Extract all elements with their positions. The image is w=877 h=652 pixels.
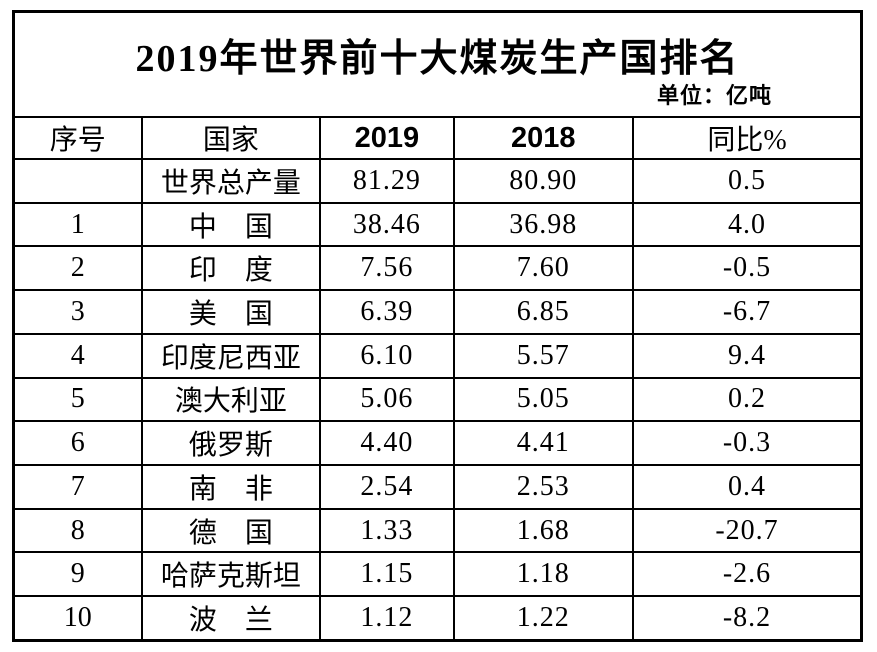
value-2019-cell: 6.10 [319,332,455,379]
value-2019-cell: 81.29 [319,158,455,204]
rank-cell: 1 [15,201,143,248]
value-2018-cell: 2.53 [452,464,634,510]
yoy-cell: -20.7 [631,507,860,554]
rank-cell: 7 [15,464,143,510]
yoy-cell: 9.4 [631,332,860,379]
rank-cell: 6 [15,420,143,467]
page-title: 2019年世界前十大煤炭生产国排名 [135,38,740,80]
value-2018-cell: 80.90 [452,158,634,204]
header-cell-2019: 2019 [319,118,455,160]
value-2018-cell: 7.60 [452,245,634,292]
table-row-australia: 5 澳大利亚 5.06 5.05 0.2 [15,376,860,423]
rank-cell [15,158,143,204]
rank-cell: 8 [15,507,143,554]
value-2018-cell: 5.05 [452,376,634,423]
rank-cell: 5 [15,376,143,423]
table-row-world-total: 世界总产量 81.29 80.90 0.5 [15,158,860,204]
ranking-table: 序号 国家 2019 2018 同比% 世界总产量 81.29 80.90 0.… [15,118,860,639]
header-cell-rank: 序号 [15,118,143,160]
rank-cell: 2 [15,245,143,292]
country-cell: 美 国 [140,289,322,335]
coal-ranking-card: 2019年世界前十大煤炭生产国排名 单位：亿吨 序号 国家 2019 2018 … [12,10,863,642]
value-2018-cell: 4.41 [452,420,634,467]
value-2018-cell: 36.98 [452,201,634,248]
table-row-kazakhstan: 9 哈萨克斯坦 1.15 1.18 -2.6 [15,551,860,598]
country-cell: 印度尼西亚 [140,332,322,379]
value-2019-cell: 4.40 [319,420,455,467]
yoy-cell: -8.2 [631,595,860,639]
table-row-russia: 6 俄罗斯 4.40 4.41 -0.3 [15,420,860,467]
table-row-germany: 8 德 国 1.33 1.68 -20.7 [15,507,860,554]
value-2018-cell: 6.85 [452,289,634,335]
table-row-india: 2 印 度 7.56 7.60 -0.5 [15,245,860,292]
table-row-south-africa: 7 南 非 2.54 2.53 0.4 [15,464,860,510]
value-2018-cell: 1.68 [452,507,634,554]
value-2019-cell: 38.46 [319,201,455,248]
yoy-cell: 0.5 [631,158,860,204]
country-cell: 印 度 [140,245,322,292]
rank-cell: 4 [15,332,143,379]
value-2019-cell: 6.39 [319,289,455,335]
country-cell: 世界总产量 [140,158,322,204]
yoy-cell: -0.5 [631,245,860,292]
yoy-cell: -0.3 [631,420,860,467]
rank-cell: 9 [15,551,143,598]
table-row-usa: 3 美 国 6.39 6.85 -6.7 [15,289,860,335]
table-row-china: 1 中 国 38.46 36.98 4.0 [15,201,860,248]
yoy-cell: 4.0 [631,201,860,248]
yoy-cell: -2.6 [631,551,860,598]
value-2019-cell: 7.56 [319,245,455,292]
table-row-indonesia: 4 印度尼西亚 6.10 5.57 9.4 [15,332,860,379]
title-block: 2019年世界前十大煤炭生产国排名 单位：亿吨 [15,13,860,118]
value-2018-cell: 1.22 [452,595,634,639]
country-cell: 波 兰 [140,595,322,639]
header-cell-yoy: 同比% [631,118,860,160]
country-cell: 哈萨克斯坦 [140,551,322,598]
table-header-row: 序号 国家 2019 2018 同比% [15,118,860,160]
country-cell: 澳大利亚 [140,376,322,423]
value-2019-cell: 1.15 [319,551,455,598]
yoy-cell: -6.7 [631,289,860,335]
rank-cell: 10 [15,595,143,639]
header-cell-country: 国家 [140,118,322,160]
value-2019-cell: 5.06 [319,376,455,423]
value-2019-cell: 1.12 [319,595,455,639]
country-cell: 南 非 [140,464,322,510]
yoy-cell: 0.4 [631,464,860,510]
country-cell: 德 国 [140,507,322,554]
unit-label: 单位：亿吨 [656,83,772,108]
rank-cell: 3 [15,289,143,335]
value-2018-cell: 1.18 [452,551,634,598]
country-cell: 俄罗斯 [140,420,322,467]
yoy-cell: 0.2 [631,376,860,423]
table-row-poland: 10 波 兰 1.12 1.22 -8.2 [15,595,860,639]
value-2019-cell: 1.33 [319,507,455,554]
value-2018-cell: 5.57 [452,332,634,379]
value-2019-cell: 2.54 [319,464,455,510]
country-cell: 中 国 [140,201,322,248]
header-cell-2018: 2018 [452,118,634,160]
